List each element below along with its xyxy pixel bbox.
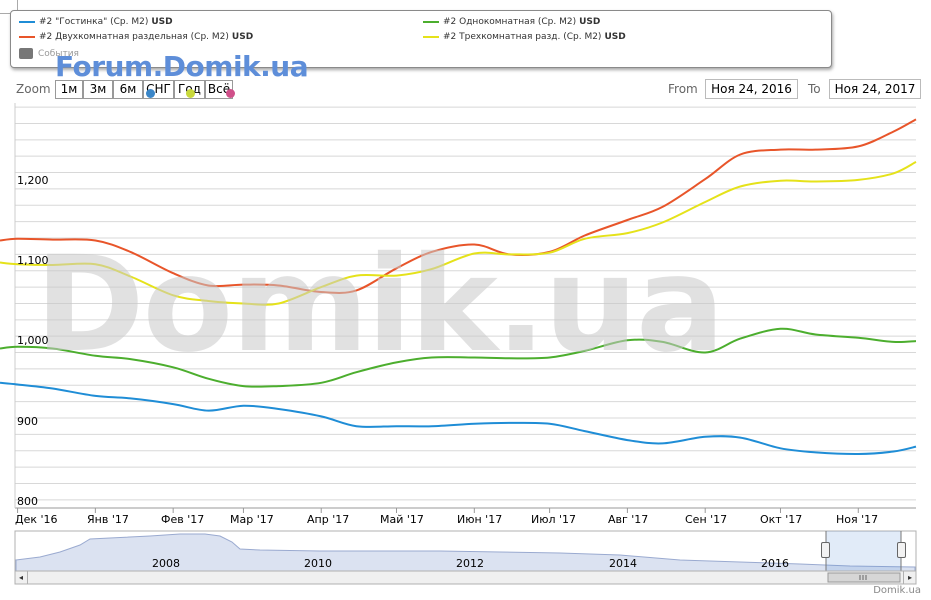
legend-line-icon (19, 21, 35, 23)
domik-watermark: Domik.ua (35, 228, 725, 382)
legend-unit: USD (604, 32, 626, 42)
zoom-6m-button[interactable]: 6м (113, 80, 143, 99)
x-tick-label: Май '17 (380, 513, 424, 526)
x-tick-label: Янв '17 (87, 513, 129, 526)
marker-dot-pink-icon (226, 89, 235, 98)
legend-item-trekhkomnatnaya[interactable]: #2 Трехкомнатная разд. (Ср. M2) USD (423, 32, 626, 42)
legend-label: #2 "Гостинка" (Ср. M2) (39, 17, 149, 27)
navigator-left-handle[interactable] (821, 542, 830, 558)
marker-dot-blue-icon (146, 89, 155, 98)
navigator-right-handle[interactable] (897, 542, 906, 558)
y-tick-label: 1,000 (17, 334, 49, 347)
navigator-label: 2010 (304, 557, 332, 570)
legend-line-icon (423, 36, 439, 38)
marker-dot-green-icon (186, 89, 195, 98)
x-tick-label: Окт '17 (760, 513, 803, 526)
navigator-label: 2008 (152, 557, 180, 570)
series-line-odnokomnatnaya[interactable] (0, 327, 917, 388)
legend-line-icon (19, 36, 35, 38)
legend-item-gostinka[interactable]: #2 "Гостинка" (Ср. M2) USD (19, 17, 173, 27)
legend-item-odnokomnatnaya[interactable]: #2 Однокомнатная (Ср. M2) USD (423, 17, 600, 27)
zoom-1m-button[interactable]: 1м (55, 80, 83, 99)
series-line-trekhkomnatnaya[interactable] (0, 161, 917, 306)
x-tick-label: Ноя '17 (836, 513, 879, 526)
x-tick-label: Июл '17 (531, 513, 577, 526)
legend-label: #2 Трехкомнатная разд. (Ср. M2) (443, 32, 602, 42)
legend-events-label: События (38, 48, 79, 59)
y-tick-label: 1,200 (17, 174, 49, 187)
forum-watermark: Forum.Domik.ua (55, 50, 309, 83)
to-date-input[interactable]: Ноя 24, 2017 (829, 79, 921, 99)
scroll-left-arrow-icon[interactable]: ◂ (15, 571, 28, 584)
x-tick-label: Сен '17 (685, 513, 728, 526)
y-tick-label: 1,100 (17, 254, 49, 267)
to-label: To (808, 82, 821, 96)
chart-legend: #2 "Гостинка" (Ср. M2) USD #2 Однокомнат… (10, 10, 832, 68)
x-tick-label: Апр '17 (307, 513, 350, 526)
series-line-gostinka[interactable] (0, 381, 917, 456)
x-tick-label: Авг '17 (608, 513, 649, 526)
from-date-input[interactable]: Ноя 24, 2016 (705, 79, 798, 99)
navigator-label: 2012 (456, 557, 484, 570)
credit-link[interactable]: Domik.ua (873, 585, 921, 596)
scroll-right-arrow-icon[interactable]: ▸ (903, 571, 916, 584)
y-tick-label: 900 (17, 415, 38, 428)
navigator-label: 2014 (609, 557, 637, 570)
from-label: From (668, 82, 698, 96)
zoom-3m-button[interactable]: 3м (83, 80, 113, 99)
legend-line-icon (423, 21, 439, 23)
events-box-icon (19, 48, 33, 59)
navigator-label: 2016 (761, 557, 789, 570)
legend-item-events[interactable]: События (19, 48, 79, 59)
legend-label: #2 Однокомнатная (Ср. M2) (443, 17, 577, 27)
x-tick-label: Мар '17 (230, 513, 274, 526)
legend-unit: USD (151, 17, 173, 27)
legend-unit: USD (579, 17, 601, 27)
x-tick-label: Фев '17 (161, 513, 205, 526)
y-tick-label: 800 (17, 495, 38, 508)
legend-unit: USD (231, 32, 254, 42)
zoom-label: Zoom (16, 82, 51, 96)
legend-label: #2 Двухкомнатная раздельная (Ср. M2) (39, 32, 229, 42)
series-line-dvukhkomnatnaya[interactable] (0, 118, 917, 294)
legend-item-dvukhkomnatnaya[interactable]: #2 Двухкомнатная раздельная (Ср. M2) USD (19, 32, 253, 42)
x-tick-label: Дек '16 (15, 513, 58, 526)
x-tick-label: Июн '17 (457, 513, 503, 526)
